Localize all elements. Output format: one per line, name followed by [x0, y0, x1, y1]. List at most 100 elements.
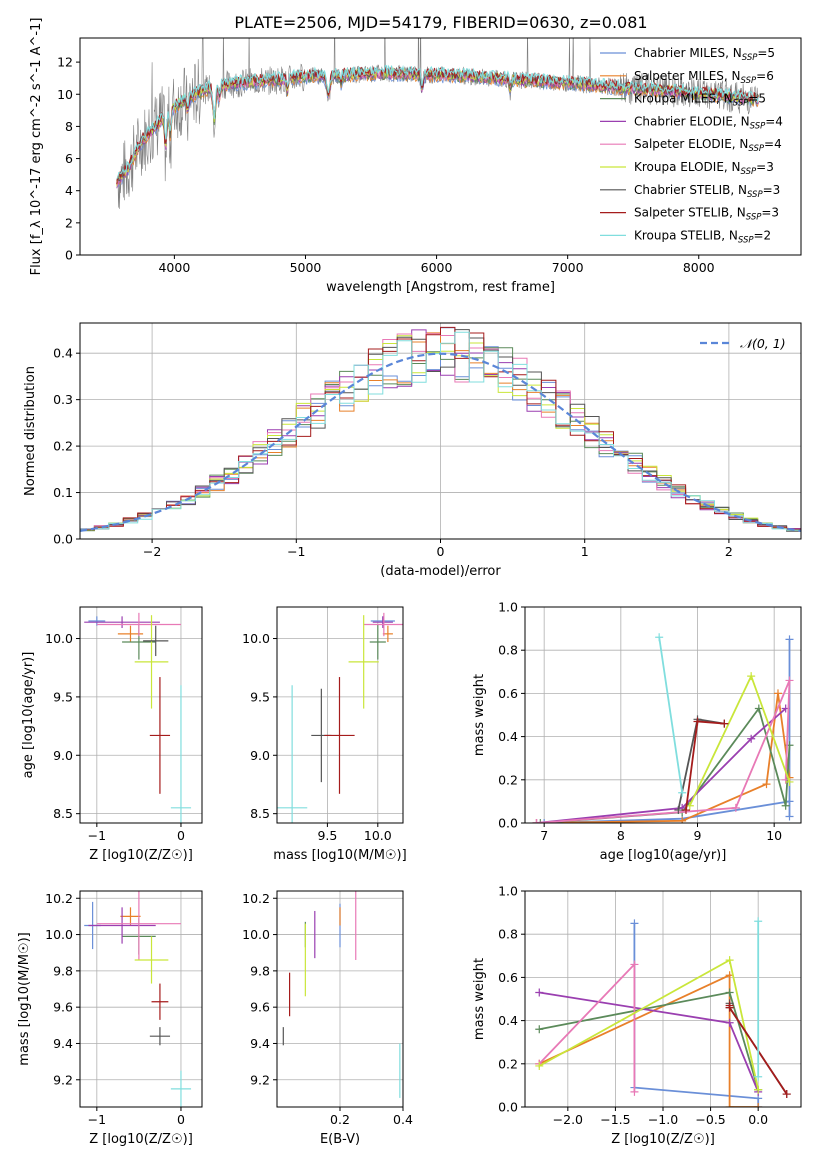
y-tick-label: 9.2 [53, 1072, 73, 1087]
errorbar-point-salpeter-stelib [149, 677, 171, 794]
x-tick-label: 0.2 [330, 1112, 350, 1127]
y-tick-label: 8.5 [250, 806, 270, 821]
y-tick-label: 10.0 [242, 927, 270, 942]
y-tick-label: 10.0 [45, 631, 73, 646]
y-tick-label: 0.0 [498, 816, 518, 831]
errorbar-point-salpeter-stelib [324, 677, 355, 794]
weight-marker [655, 633, 664, 642]
mass_vs_Z-frame [79, 890, 203, 1108]
weight-marker [630, 960, 639, 969]
y-tick-label: 0.4 [498, 1013, 518, 1028]
x-tick-label: 0.0 [748, 1112, 768, 1127]
weight_vs_age-marks [532, 633, 794, 823]
weight-marker [540, 819, 549, 823]
spectrum-panel: 4000 5000 6000 7000 8000 0 2 4 6 8 10 12 wavelength … [29, 18, 802, 295]
x-axis-label: Z [log10(Z/Z☉)] [89, 848, 193, 863]
y-axis-label: age [log10(age/yr)] [21, 652, 36, 779]
errorbar-point-kroupa-elodie [348, 615, 379, 709]
residuals-marks [80, 326, 801, 534]
y-tick-label: 9.2 [250, 1072, 270, 1087]
x-tick-label: 0 [177, 828, 185, 843]
y-tick-label: 8 [65, 119, 73, 134]
x-axis-label: Z [log10(Z/Z☉)] [611, 1132, 715, 1147]
y-tick-label: 0.6 [498, 970, 518, 985]
legend-subscript: SSP [741, 76, 757, 86]
figure-title: PLATE=2506, MJD=54179, FIBERID=0630, z=0… [234, 13, 647, 32]
age-vs-metallicity-panel: −1 0 8.5 9.0 9.5 10.0 Z [log10(Z/Z☉)] age [log1… [21, 606, 203, 863]
y-tick-label: 1.0 [498, 600, 518, 615]
legend-label: Salpeter MILES, NSSP=6 [634, 69, 774, 86]
weight-marker [754, 704, 763, 713]
y-tick-label: 9.6 [250, 1000, 270, 1015]
weight-line-salpeter-stelib [685, 720, 725, 811]
x-tick-label: −2.0 [553, 1112, 583, 1127]
model-spectrum-salpeter-miles [116, 70, 759, 186]
legend-label: Kroupa ELODIE, NSSP=3 [634, 160, 774, 177]
errorbar-point-kroupa-stelib [277, 685, 308, 823]
errorbar-point-chabrier-stelib [149, 1027, 171, 1046]
legend-subscript: SSP [750, 121, 766, 131]
spectrum-frame [79, 37, 802, 256]
weight-line-salpeter-miles [538, 973, 759, 1107]
errorbar-point-salpeter-stelib [151, 983, 169, 1020]
weight-marker [535, 988, 544, 997]
x-tick-label: 0 [437, 544, 445, 559]
y-tick-label: 9.4 [53, 1036, 73, 1051]
x-tick-label: −1.5 [600, 1112, 630, 1127]
weight-marker [731, 803, 740, 812]
errorbar-point-kroupa-elodie [134, 615, 169, 709]
y-tick-label: 0.3 [53, 392, 73, 407]
legend-count: =2 [754, 228, 772, 242]
residuals-histogram-panel: −2 −1 0 1 2 0.0 0.1 0.2 0.3 0.4 (data-model)/error… [23, 322, 802, 579]
age_vs_Z-plot-area [80, 607, 202, 823]
errorbar-point-salpeter-miles [382, 625, 393, 643]
legend-subscript: SSP [733, 99, 749, 109]
legend-label: Salpeter ELODIE, NSSP=4 [634, 137, 782, 154]
legend-count: =5 [757, 46, 775, 60]
weight-line-kroupa-miles [540, 706, 791, 823]
x-tick-label: 7000 [552, 260, 584, 275]
legend-subscript: SSP [746, 213, 762, 223]
weight-marker [785, 676, 794, 685]
weight-marker [678, 788, 687, 797]
age_vs_Z-marks [84, 612, 192, 823]
weight-marker [535, 1061, 544, 1070]
weight-line-salpeter-miles [536, 693, 791, 823]
x-tick-label: 2 [725, 544, 733, 559]
weight_vs_age-plot-area [525, 606, 801, 824]
y-tick-label: 0.1 [53, 485, 73, 500]
y-axis-label: mass weight [472, 674, 487, 756]
age_vs_Z-frame [79, 606, 203, 824]
weight-marker [754, 1103, 763, 1107]
weight-marker [630, 919, 639, 928]
weight-line-kroupa-miles [539, 991, 760, 1090]
y-tick-label: 2 [65, 215, 73, 230]
weight-marker [754, 917, 763, 926]
x-tick-label: 7 [540, 828, 548, 843]
x-axis-label: age [log10(age/yr)] [600, 848, 727, 863]
y-tick-label: 0.2 [498, 1056, 518, 1071]
weight-marker [674, 806, 683, 815]
errorbar-point-salpeter-elodie [96, 891, 181, 960]
weight-marker [535, 1025, 544, 1034]
x-tick-label: 4000 [158, 260, 190, 275]
mass-vs-metallicity-panel: −1 0 9.2 9.4 9.6 9.8 10.0 10.2 Z [log10(Z/Z☉)] ma… [17, 890, 203, 1147]
age_vs_mass-plot-area [277, 607, 403, 823]
weight_vs_age-frame [524, 606, 802, 824]
y-tick-label: 12 [57, 55, 73, 70]
y-tick-label: 0.4 [498, 729, 518, 744]
weight-marker [747, 672, 756, 681]
legend-label: Chabrier ELODIE, NSSP=4 [634, 114, 783, 131]
errorbar-point-salpeter-miles [120, 907, 141, 926]
legend-label: Salpeter STELIB, NSSP=3 [634, 206, 779, 223]
x-tick-label: −1 [287, 544, 305, 559]
mass-vs-extinction-panel: 0.2 0.4 9.2 9.4 9.6 9.8 10.0 10.2 E(B-V) [242, 890, 413, 1147]
x-axis-label: E(B-V) [320, 1132, 360, 1147]
weight-marker [781, 801, 790, 810]
legend-subscript: SSP [742, 53, 758, 63]
legend-subscript: SSP [747, 190, 763, 200]
y-tick-label: 0.0 [498, 1100, 518, 1115]
errorbar-point-kroupa-elodie [134, 936, 169, 984]
legend-label: Kroupa STELIB, NSSP=2 [634, 228, 771, 245]
